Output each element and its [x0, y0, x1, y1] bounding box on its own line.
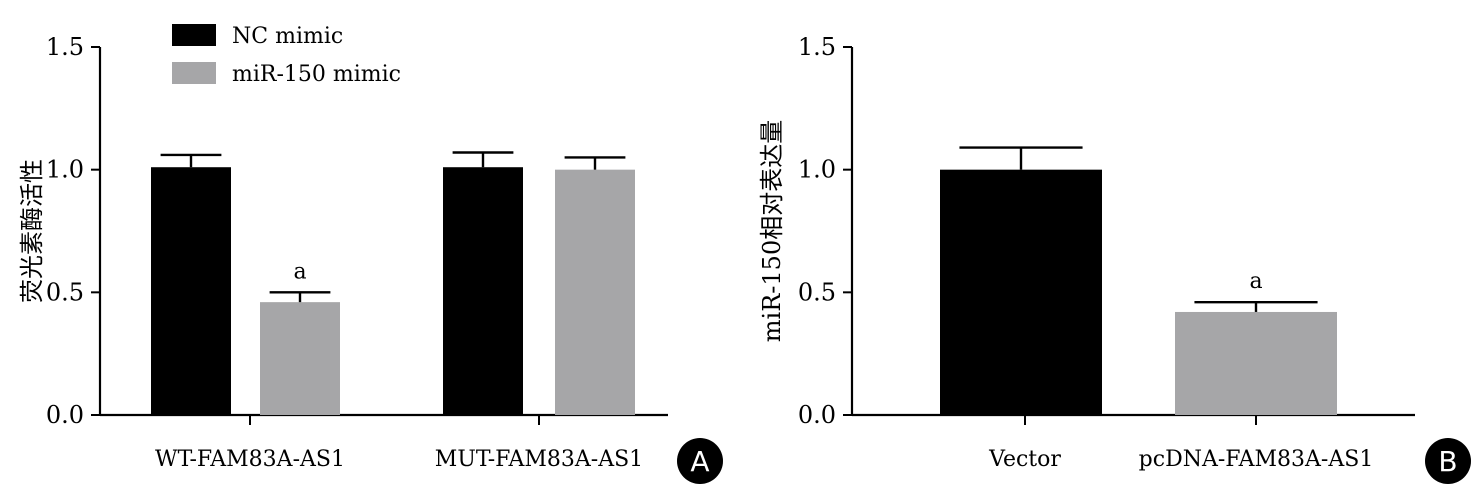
bar-mut-fam83a-as1-s0: [443, 167, 523, 415]
panel-label: A: [690, 445, 709, 478]
y-tick-label: 1.5: [46, 33, 84, 61]
significance-label: a: [1249, 269, 1262, 294]
bar-vector: [940, 169, 1102, 415]
y-axis-label: miR-150相对表达量: [758, 120, 786, 342]
significance-label: a: [293, 259, 306, 284]
legend-label: NC mimic: [232, 24, 343, 49]
x-tick-label: WT-FAM83A-AS1: [155, 447, 345, 472]
y-tick-label: 0.0: [798, 401, 836, 429]
legend-swatch: [172, 62, 216, 84]
y-tick-label: 1.5: [798, 33, 836, 61]
legend-label: miR-150 mimic: [232, 62, 401, 87]
chart-panel-b: 0.0 0.5 1.0 1.5 miR-150相对表达量 Vector pcDNA-FAM8…: [758, 33, 1471, 484]
bar-wt-fam83a-as1-s0: [151, 167, 231, 415]
x-tick-label: Vector: [988, 447, 1061, 472]
panel-label: B: [1438, 445, 1457, 478]
y-tick-label: 1.0: [798, 156, 836, 184]
x-tick-label: MUT-FAM83A-AS1: [435, 447, 643, 472]
panel-badge: [1425, 438, 1471, 484]
y-tick-label: 1.0: [46, 156, 84, 184]
panel-badge: [677, 438, 723, 484]
bar-mut-fam83a-as1-s1: [555, 169, 635, 415]
y-tick-label: 0.0: [46, 401, 84, 429]
legend-swatch: [172, 24, 216, 46]
bar-wt-fam83a-as1-s1: [260, 302, 340, 415]
x-tick-label: pcDNA-FAM83A-AS1: [1139, 447, 1374, 472]
y-tick-label: 0.5: [46, 278, 84, 306]
y-tick-label: 0.5: [798, 278, 836, 306]
bar-pcdna-fam83a-as1: [1175, 311, 1337, 415]
chart-panel-a: 0.0 0.5 1.0 1.5 荧光素酶活性 WT-FAM83A-AS1 MUT-FAM83…: [18, 24, 723, 484]
y-axis-label: 荧光素酶活性: [18, 159, 46, 303]
